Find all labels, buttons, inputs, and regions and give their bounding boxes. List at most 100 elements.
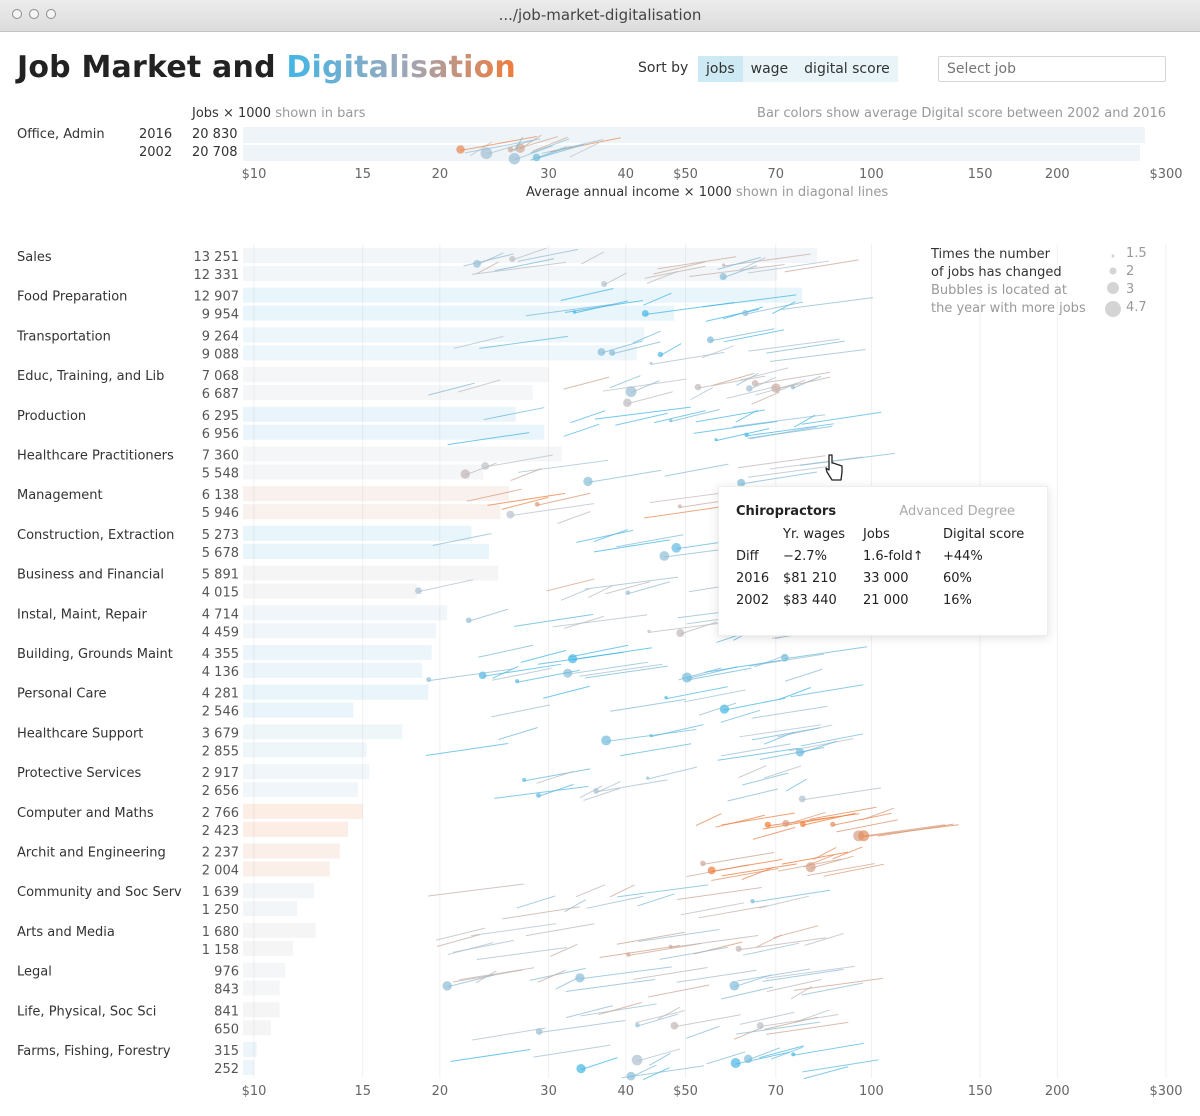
wage-line <box>476 261 499 275</box>
wage-line <box>550 943 578 957</box>
wage-line <box>471 923 557 937</box>
wage-line <box>524 768 591 782</box>
job-bubble <box>790 385 795 390</box>
wage-line <box>617 884 709 898</box>
bar-2016 <box>243 764 370 780</box>
job-bubble <box>460 469 470 479</box>
wage-line <box>690 387 714 400</box>
wage-line <box>483 407 545 421</box>
x-tick-label: 100 <box>859 167 884 182</box>
wage-line <box>621 1065 705 1079</box>
wage-line <box>580 1057 618 1071</box>
wage-line <box>747 260 829 274</box>
sort-by-digital-score-button[interactable]: digital score <box>804 61 890 77</box>
wage-line <box>735 1021 821 1035</box>
wage-line <box>568 644 629 658</box>
wage-line <box>715 428 770 442</box>
wage-line <box>633 966 708 980</box>
select-job-input[interactable] <box>938 56 1166 82</box>
wage-line <box>425 743 509 757</box>
wage-line <box>802 787 882 801</box>
sort-label: Sort by <box>638 60 689 76</box>
wage-line <box>647 766 697 780</box>
wage-line <box>627 581 671 595</box>
wage-line <box>784 668 823 682</box>
wage-line <box>733 1026 763 1040</box>
bar-2002 <box>243 940 294 956</box>
job-bubble <box>535 1028 543 1035</box>
bar-2016 <box>243 962 286 978</box>
wage-line <box>532 136 568 152</box>
jobs-axis-note: shown in bars <box>275 106 366 121</box>
wage-line <box>530 145 572 161</box>
legend-line4: the year with more jobs <box>931 301 1086 316</box>
wage-line <box>583 787 621 801</box>
page-title: Job Market and Digitalisation <box>17 50 516 85</box>
job-bubble <box>641 310 649 317</box>
wage-line <box>610 698 686 712</box>
bar-2016 <box>243 605 448 621</box>
wage-line <box>517 248 579 262</box>
bar-2002 <box>243 1020 272 1036</box>
legend-size-2: 2 <box>1126 264 1135 279</box>
zoom-window-button[interactable] <box>46 9 56 19</box>
wage-line <box>579 966 672 980</box>
wage-line <box>710 328 775 342</box>
sort-by-wage-button[interactable]: wage <box>750 61 789 77</box>
jobs-2016-label: 4 714 <box>202 607 239 622</box>
job-bubble <box>536 792 541 798</box>
wage-line <box>564 615 604 629</box>
wage-line <box>466 488 522 502</box>
wage-line <box>637 1013 679 1027</box>
tooltip-row-jobs: 33 000 <box>863 571 909 586</box>
wage-line <box>570 410 606 424</box>
wage-line <box>465 462 497 476</box>
x-tick-label: 15 <box>354 1084 371 1099</box>
legend-bubble <box>1105 301 1121 317</box>
wage-line <box>748 338 840 352</box>
minimize-window-button[interactable] <box>29 9 39 19</box>
wage-line <box>635 1010 685 1024</box>
wage-line <box>517 669 580 683</box>
wage-line <box>659 946 728 960</box>
jobs-2002-label: 12 331 <box>194 268 240 283</box>
wage-line <box>418 579 474 593</box>
wage-line <box>628 942 702 956</box>
wage-line <box>751 727 820 741</box>
wage-line <box>726 385 777 399</box>
job-bubble <box>645 776 650 780</box>
job-bubble <box>609 349 616 356</box>
job-bubble <box>671 542 682 553</box>
jobs-2002-label: 650 <box>214 1022 239 1037</box>
wage-line <box>771 301 796 315</box>
wage-line <box>683 689 746 703</box>
job-bubble <box>456 145 465 154</box>
job-bubble <box>805 862 816 873</box>
jobs-2002-label: 6 956 <box>202 427 239 442</box>
wage-line <box>704 659 781 673</box>
legend-bubble <box>1109 267 1117 275</box>
wage-line <box>609 375 641 389</box>
wage-line <box>569 142 599 158</box>
wage-line <box>802 1059 879 1073</box>
job-bubble <box>657 351 664 358</box>
category-label: Healthcare Practitioners <box>17 449 174 464</box>
sort-by-jobs-button[interactable]: jobs <box>698 56 743 82</box>
bar-2002 <box>243 980 280 996</box>
wage-line <box>780 297 873 311</box>
wage-line <box>616 534 684 548</box>
jobs-2016-label: 3 679 <box>202 726 239 741</box>
close-window-button[interactable] <box>12 9 22 19</box>
wage-line <box>525 923 595 937</box>
wage-line <box>513 136 524 152</box>
income-axis-label: Average annual income <box>526 185 680 200</box>
tooltip-row-wage: $81 210 <box>783 571 837 586</box>
summary-bar-2016 <box>243 127 1145 143</box>
x-tick-label: 40 <box>617 1084 634 1099</box>
jobs-2016-label: 6 295 <box>202 409 239 424</box>
wage-line <box>471 261 566 275</box>
wage-line <box>436 934 481 947</box>
wage-line <box>636 1048 681 1062</box>
job-bubble <box>756 1022 764 1030</box>
jobs-2016-label: 315 <box>214 1044 239 1059</box>
